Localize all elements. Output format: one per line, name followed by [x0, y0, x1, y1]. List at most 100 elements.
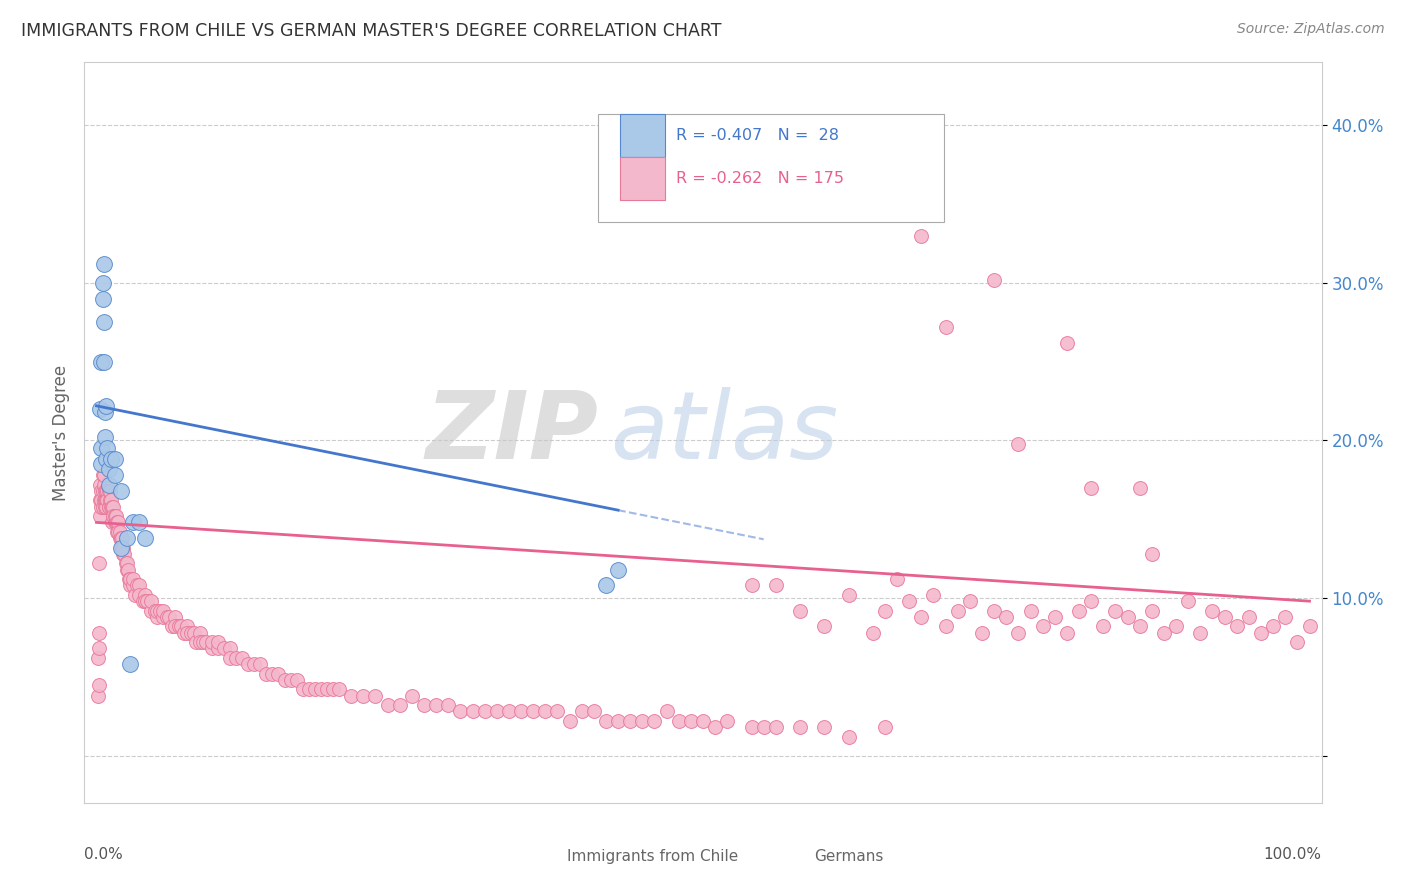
- Point: [485, 705, 508, 719]
- Point: [117, 563, 139, 577]
- Point: [207, 641, 229, 656]
- Text: Germans: Germans: [814, 849, 884, 864]
- Point: [789, 720, 811, 734]
- Point: [225, 651, 247, 665]
- Point: [1261, 619, 1284, 633]
- Point: [146, 604, 169, 618]
- Point: [655, 705, 678, 719]
- Point: [87, 678, 110, 692]
- Point: [813, 619, 835, 633]
- Point: [1116, 610, 1139, 624]
- Point: [873, 720, 896, 734]
- FancyBboxPatch shape: [620, 113, 665, 157]
- Point: [1043, 610, 1066, 624]
- Point: [120, 572, 142, 586]
- Point: [983, 604, 1005, 618]
- Point: [91, 468, 114, 483]
- FancyBboxPatch shape: [598, 114, 945, 221]
- Point: [91, 276, 114, 290]
- Text: atlas: atlas: [610, 387, 838, 478]
- Point: [87, 641, 110, 656]
- Point: [741, 578, 763, 592]
- Point: [136, 594, 159, 608]
- Point: [134, 531, 156, 545]
- Point: [139, 594, 162, 608]
- Point: [328, 682, 350, 697]
- Point: [128, 578, 150, 592]
- Point: [668, 714, 690, 728]
- Point: [125, 578, 148, 592]
- Point: [1286, 635, 1309, 649]
- Point: [94, 483, 117, 498]
- Point: [1092, 619, 1115, 633]
- Point: [207, 635, 229, 649]
- Point: [97, 462, 120, 476]
- Point: [995, 610, 1018, 624]
- Text: 100.0%: 100.0%: [1264, 847, 1322, 863]
- Point: [96, 452, 118, 467]
- Point: [298, 682, 321, 697]
- Point: [120, 578, 142, 592]
- Point: [89, 509, 111, 524]
- Point: [104, 509, 127, 524]
- Point: [108, 531, 131, 545]
- Point: [1140, 604, 1163, 618]
- Point: [183, 625, 205, 640]
- Point: [165, 619, 187, 633]
- Point: [1080, 594, 1102, 608]
- Point: [176, 625, 198, 640]
- Point: [461, 705, 484, 719]
- Point: [267, 666, 290, 681]
- Point: [148, 604, 170, 618]
- Y-axis label: Master's Degree: Master's Degree: [52, 365, 70, 500]
- Point: [146, 610, 169, 624]
- Point: [498, 705, 520, 719]
- Point: [219, 641, 242, 656]
- Point: [90, 493, 112, 508]
- Point: [922, 588, 945, 602]
- Point: [97, 500, 120, 514]
- Point: [558, 714, 581, 728]
- Point: [886, 131, 908, 145]
- Point: [1201, 604, 1223, 618]
- Point: [104, 452, 127, 467]
- Point: [170, 619, 193, 633]
- Point: [1129, 481, 1152, 495]
- Point: [115, 531, 138, 545]
- Point: [103, 509, 125, 524]
- Point: [139, 604, 162, 618]
- Point: [1007, 436, 1029, 450]
- Point: [180, 625, 202, 640]
- Point: [910, 228, 932, 243]
- Point: [143, 604, 166, 618]
- Point: [128, 588, 150, 602]
- Point: [619, 714, 641, 728]
- Point: [582, 705, 605, 719]
- Point: [152, 604, 174, 618]
- Point: [765, 720, 787, 734]
- Point: [838, 730, 860, 744]
- Point: [100, 452, 122, 467]
- Point: [111, 531, 134, 545]
- Point: [111, 541, 134, 555]
- Point: [193, 635, 215, 649]
- Point: [1129, 619, 1152, 633]
- Point: [110, 541, 132, 555]
- Point: [886, 572, 908, 586]
- Point: [152, 610, 174, 624]
- Point: [124, 588, 146, 602]
- Point: [236, 657, 259, 672]
- Point: [813, 720, 835, 734]
- Point: [364, 689, 387, 703]
- Point: [607, 563, 630, 577]
- Point: [90, 483, 112, 498]
- Point: [96, 500, 118, 514]
- Point: [946, 604, 969, 618]
- Point: [122, 516, 145, 530]
- Point: [156, 610, 179, 624]
- Point: [89, 402, 111, 417]
- Point: [935, 320, 957, 334]
- Point: [104, 516, 127, 530]
- Point: [114, 557, 136, 571]
- Point: [104, 468, 127, 483]
